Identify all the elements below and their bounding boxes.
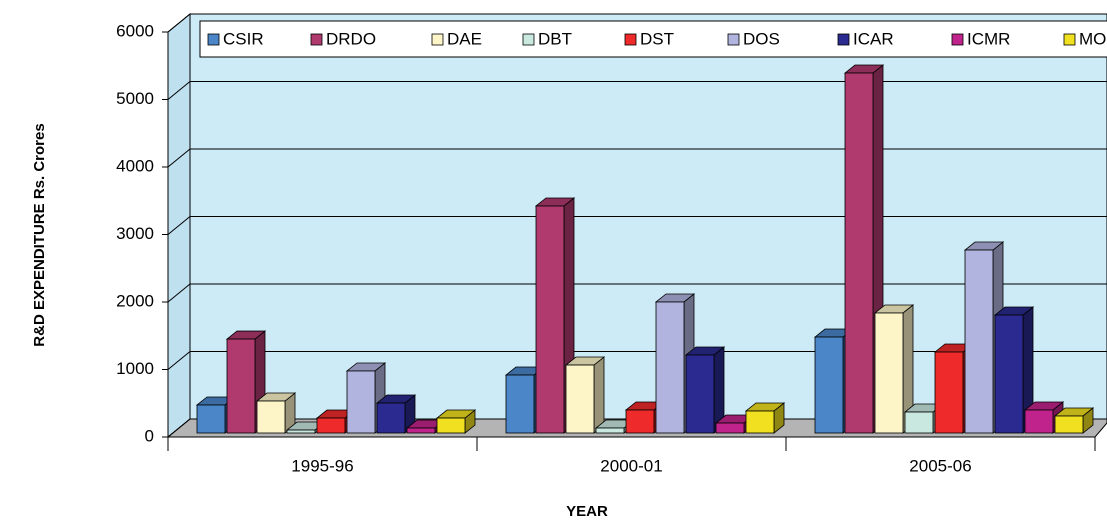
bar [874, 312, 904, 434]
bar [565, 364, 595, 434]
legend-label: DST [640, 29, 674, 48]
legend-label: DOS [743, 29, 780, 48]
x-tick-label: 2000-01 [600, 456, 662, 475]
x-tick-label: 1995-96 [291, 456, 353, 475]
bar [436, 417, 466, 434]
y-tick-label: 5000 [116, 89, 154, 108]
bar [346, 370, 376, 434]
y-tick-label: 1000 [116, 359, 154, 378]
bar [286, 429, 316, 434]
legend-swatch [522, 33, 535, 46]
legend-label: DAE [447, 29, 482, 48]
bar [505, 374, 535, 434]
legend-label: DRDO [326, 29, 376, 48]
bar [685, 354, 715, 434]
bar [226, 338, 256, 434]
legend-label: ICMR [967, 29, 1010, 48]
bar [1024, 409, 1054, 434]
legend-label: CSIR [223, 29, 264, 48]
bar [994, 314, 1024, 434]
bar [655, 301, 685, 434]
x-tick-label: 2005-06 [909, 456, 971, 475]
y-tick-label: 0 [145, 426, 154, 445]
grid-line [167, 216, 191, 235]
bar [844, 72, 874, 434]
legend-swatch [837, 33, 850, 46]
legend-label: DBT [538, 29, 572, 48]
grid-line [167, 148, 191, 168]
bar [406, 427, 436, 434]
bar [595, 427, 625, 434]
grid-line [167, 351, 191, 370]
legend-swatch [624, 33, 637, 46]
grid-line [167, 418, 191, 438]
bar [196, 404, 226, 434]
legend-label: MOEN [1079, 29, 1107, 48]
bar [256, 400, 286, 434]
legend-swatch [951, 33, 964, 46]
bar [1054, 415, 1084, 434]
legend-swatch [1063, 33, 1076, 46]
bar [934, 351, 964, 434]
x-axis-label: YEAR [566, 503, 608, 520]
y-tick-label: 6000 [116, 21, 154, 40]
grid-line [167, 283, 191, 303]
bar [814, 336, 844, 434]
grid-line [167, 13, 191, 33]
legend-swatch [310, 33, 323, 46]
y-tick-label: 2000 [116, 291, 154, 310]
grid-line [167, 81, 191, 100]
bar-side [593, 356, 605, 434]
legend-swatch [207, 33, 220, 46]
legend-swatch [431, 33, 444, 46]
bar [904, 411, 934, 434]
y-tick-label: 3000 [116, 224, 154, 243]
y-axis-label: R&D EXPENDITURE Rs. Crores [31, 123, 48, 346]
bar [376, 402, 406, 434]
bar [535, 205, 565, 434]
y-tick-label: 4000 [116, 156, 154, 175]
bar [316, 417, 346, 434]
bar [715, 422, 745, 434]
legend-label: ICAR [853, 29, 894, 48]
legend-swatch [727, 33, 740, 46]
bar [745, 410, 775, 434]
bar [625, 409, 655, 434]
bar [964, 249, 994, 434]
